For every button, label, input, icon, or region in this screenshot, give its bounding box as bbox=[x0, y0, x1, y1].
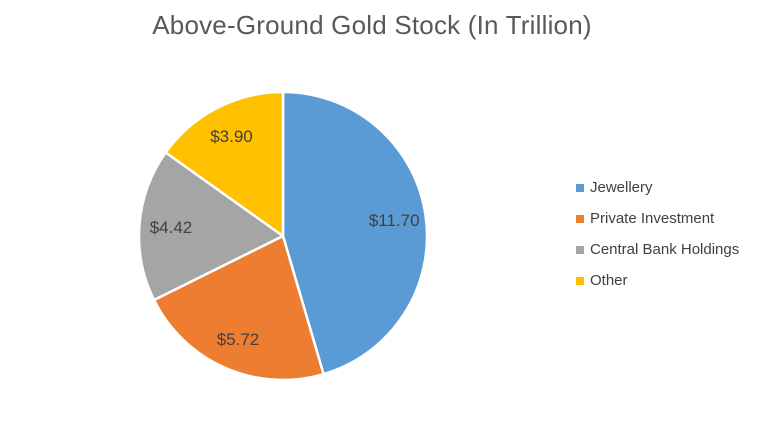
legend-swatch-private-investment-icon bbox=[576, 214, 584, 223]
data-label-central-bank-holdings: $4.42 bbox=[150, 218, 193, 237]
pie-slice-jewellery bbox=[281, 90, 429, 376]
chart-title: Above-Ground Gold Stock (In Trillion) bbox=[152, 10, 592, 40]
pie-slice-private-investment bbox=[152, 234, 325, 382]
legend-label: Central Bank Holdings bbox=[590, 241, 740, 258]
legend-swatch-central-bank-holdings-icon bbox=[576, 245, 584, 254]
legend-item-private-investment: Private Investment bbox=[576, 203, 739, 234]
legend-label: Other bbox=[590, 272, 628, 289]
legend-swatch-jewellery-icon bbox=[576, 183, 584, 192]
data-label-private-investment: $5.72 bbox=[217, 330, 260, 349]
legend-item-central-bank-holdings: Central Bank Holdings bbox=[576, 234, 739, 265]
pie-slice-central-bank-holdings bbox=[137, 151, 285, 302]
legend-label: Private Investment bbox=[590, 210, 715, 227]
legend-item-other: Other bbox=[576, 265, 739, 296]
legend-item-jewellery: Jewellery bbox=[576, 172, 739, 203]
data-label-jewellery: $11.70 bbox=[369, 211, 420, 230]
data-label-other: $3.90 bbox=[210, 127, 253, 146]
pie-slice-other bbox=[164, 90, 285, 238]
legend-swatch-other-icon bbox=[576, 276, 584, 285]
legend: Jewellery Private Investment Central Ban… bbox=[576, 172, 739, 296]
legend-label: Jewellery bbox=[590, 179, 653, 196]
